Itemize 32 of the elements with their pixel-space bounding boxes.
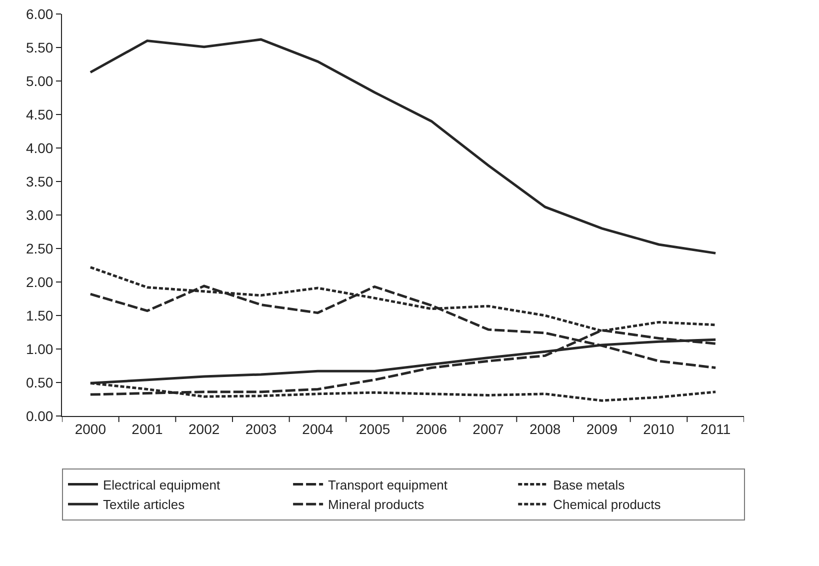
x-tick-label: 2008	[530, 420, 561, 437]
y-tick-label: 5.50	[26, 39, 54, 56]
x-tick-label: 2003	[245, 420, 277, 437]
x-tick-label: 2010	[643, 420, 675, 437]
y-tick-label: 5.00	[26, 72, 54, 89]
y-tick-label: 3.50	[26, 173, 54, 190]
x-tick-label: 2006	[416, 420, 448, 437]
legend-label: Textile articles	[103, 497, 186, 512]
legend-label: Transport equipment	[328, 477, 448, 492]
x-tick-label: 2004	[302, 420, 334, 437]
x-tick-label: 2001	[132, 420, 164, 437]
x-tick-label: 2009	[586, 420, 618, 437]
x-tick-label: 2011	[700, 420, 731, 437]
y-tick-label: 3.00	[26, 206, 54, 223]
y-tick-label: 2.50	[26, 240, 54, 256]
legend-label: Chemical products	[553, 497, 662, 512]
y-tick-label: 2.00	[26, 274, 54, 290]
legend-label: Base metals	[553, 477, 626, 492]
y-tick-label: 1.50	[26, 307, 54, 324]
line-series	[89, 38, 717, 254]
x-tick-label: 2005	[359, 420, 390, 437]
x-tick-label: 2000	[74, 420, 106, 437]
legend-label: Electrical equipment	[103, 477, 220, 492]
legend-label: Mineral products	[328, 497, 425, 512]
y-tick-label: 4.50	[26, 106, 54, 122]
x-tick-label: 2007	[472, 420, 504, 437]
x-tick-label: 2002	[188, 420, 220, 437]
y-tick-label: 0.50	[26, 374, 54, 390]
y-tick-label: 1.00	[26, 340, 54, 357]
y-tick-label: 0.00	[26, 408, 54, 424]
y-tick-label: 6.00	[26, 6, 54, 22]
y-tick-label: 4.00	[26, 140, 54, 156]
